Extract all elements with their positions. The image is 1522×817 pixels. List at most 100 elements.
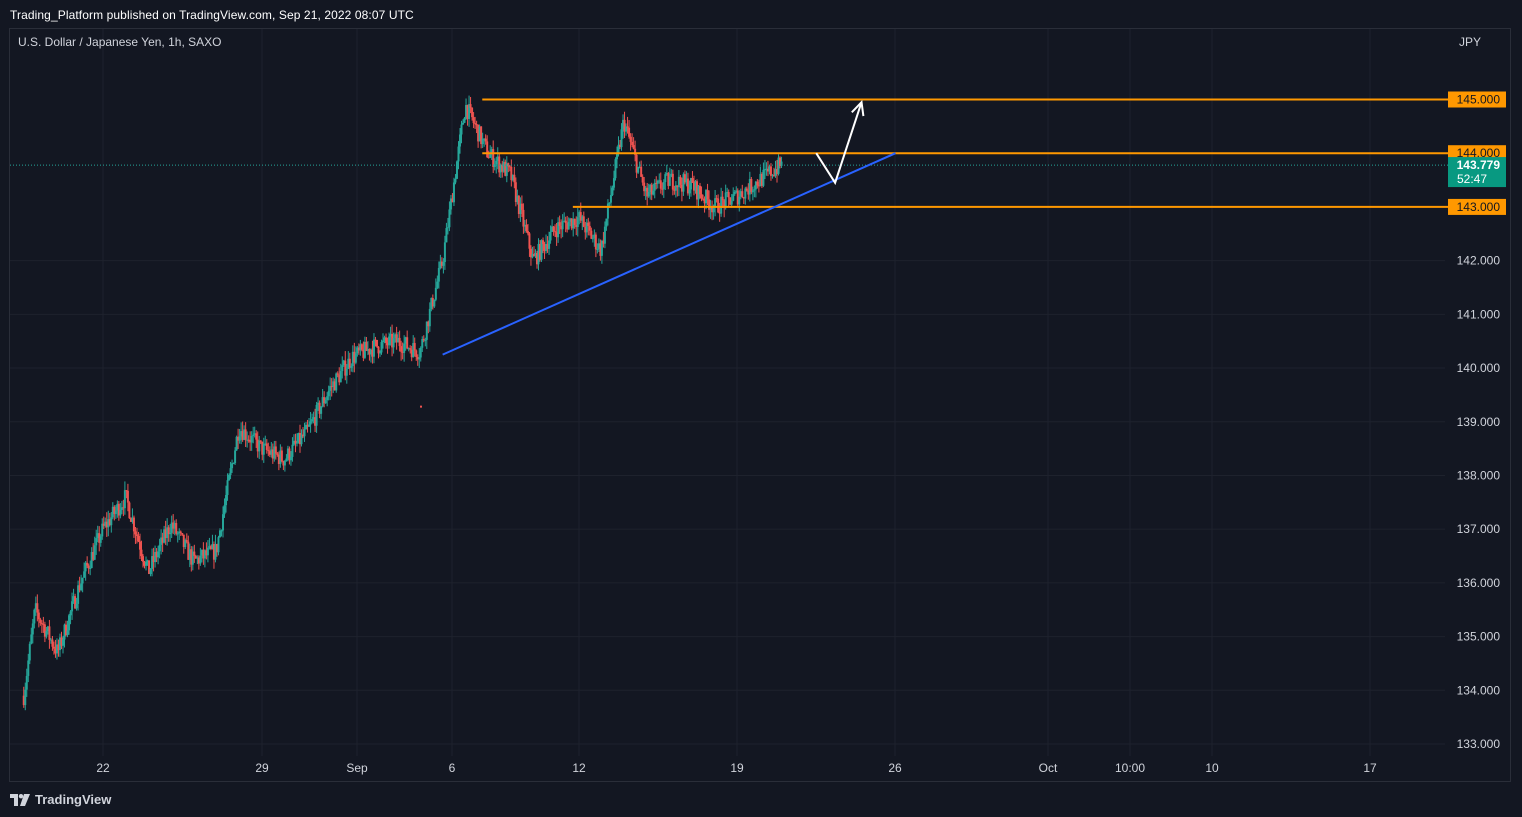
candle-body bbox=[323, 397, 326, 404]
candle-body bbox=[222, 514, 225, 531]
candle-body bbox=[157, 551, 160, 558]
candle-body bbox=[366, 348, 369, 351]
x-tick-label: 29 bbox=[255, 761, 269, 775]
candle-body bbox=[511, 174, 514, 181]
candle-body bbox=[745, 188, 748, 191]
candle-body bbox=[679, 176, 682, 185]
price-level-badge bbox=[1448, 198, 1506, 215]
candle-body bbox=[80, 583, 83, 591]
candle-body bbox=[413, 343, 416, 351]
candle-body bbox=[608, 202, 611, 204]
candle-body bbox=[561, 221, 564, 230]
candle-body bbox=[228, 474, 231, 481]
candle-body bbox=[320, 406, 323, 414]
candle-body bbox=[712, 207, 715, 213]
candle-body bbox=[391, 333, 394, 348]
candle-body bbox=[145, 561, 148, 566]
candle-body bbox=[674, 185, 677, 191]
candle-body bbox=[253, 433, 256, 435]
candle-body bbox=[268, 451, 271, 455]
candle-body bbox=[347, 358, 350, 370]
x-tick-label: 19 bbox=[730, 761, 744, 775]
candle-body bbox=[567, 221, 570, 230]
candle-body bbox=[614, 159, 617, 179]
candle-body bbox=[65, 624, 68, 636]
candle-body bbox=[486, 141, 489, 158]
candle-body bbox=[385, 337, 388, 343]
candle-body bbox=[771, 174, 774, 176]
candle-body bbox=[551, 226, 554, 232]
candle-body bbox=[161, 537, 164, 543]
candle-body bbox=[66, 630, 69, 636]
candle-body bbox=[208, 546, 211, 548]
y-tick-label: 139.000 bbox=[1457, 415, 1501, 429]
candle-body bbox=[540, 240, 543, 260]
candle-body bbox=[215, 544, 218, 553]
x-tick-label: 10:00 bbox=[1115, 761, 1145, 775]
candle-body bbox=[111, 506, 114, 518]
candle-body bbox=[682, 174, 685, 192]
candle-body bbox=[578, 212, 581, 218]
candle-body bbox=[552, 226, 555, 232]
candle-body bbox=[212, 544, 215, 560]
candle-body bbox=[169, 532, 172, 535]
candle-body bbox=[730, 200, 733, 205]
candle-body bbox=[677, 176, 680, 188]
candle-body bbox=[673, 189, 676, 191]
candle-body bbox=[434, 287, 437, 300]
candle-body bbox=[460, 124, 463, 135]
candle-body bbox=[282, 461, 285, 466]
candle-body bbox=[102, 523, 105, 526]
candle-body bbox=[95, 538, 98, 546]
candle-body bbox=[283, 460, 286, 466]
candle-body bbox=[478, 126, 481, 142]
candle-body bbox=[371, 349, 374, 357]
candle-body bbox=[463, 117, 466, 123]
candle-body bbox=[514, 182, 517, 203]
candle-body bbox=[638, 166, 641, 168]
candle-body bbox=[591, 238, 594, 240]
candle-body bbox=[635, 154, 638, 173]
candle-body bbox=[656, 181, 659, 184]
candle-body bbox=[235, 436, 238, 451]
tradingview-logo[interactable]: TradingView bbox=[10, 792, 111, 807]
candle-body bbox=[78, 585, 81, 591]
candle-body bbox=[454, 178, 457, 183]
candle-body bbox=[289, 456, 292, 461]
candle-body bbox=[188, 549, 191, 560]
candle-body bbox=[753, 189, 756, 191]
candle-body bbox=[244, 429, 247, 440]
candle-body bbox=[554, 231, 557, 233]
y-tick-label: 133.000 bbox=[1457, 737, 1501, 751]
candle-body bbox=[697, 185, 700, 200]
candle-body bbox=[474, 123, 477, 125]
candle-body bbox=[472, 117, 475, 124]
candle-body bbox=[77, 585, 80, 604]
projection-arrow-head bbox=[851, 100, 865, 117]
candle-body bbox=[762, 169, 765, 186]
candle-body bbox=[549, 231, 552, 241]
candle-body bbox=[378, 352, 381, 354]
candle-body bbox=[117, 503, 120, 516]
candle-body bbox=[60, 637, 63, 646]
candle-body bbox=[421, 339, 424, 348]
candle-body bbox=[96, 533, 99, 539]
symbol-title[interactable]: U.S. Dollar / Japanese Yen, 1h, SAXO bbox=[18, 35, 222, 49]
candle-body bbox=[350, 366, 353, 368]
candle-body bbox=[508, 166, 511, 168]
candle-body bbox=[344, 360, 347, 376]
candle-body bbox=[372, 339, 375, 357]
candle-body bbox=[135, 534, 138, 536]
candle-body bbox=[695, 181, 698, 200]
candle-body bbox=[295, 442, 298, 444]
candle-body bbox=[505, 163, 508, 176]
candle-body bbox=[557, 222, 560, 238]
candle-body bbox=[36, 603, 39, 613]
candle-body bbox=[132, 517, 135, 532]
candle-body bbox=[694, 181, 697, 191]
candle-body bbox=[234, 450, 237, 464]
candle-body bbox=[661, 188, 664, 190]
candle-body bbox=[718, 212, 721, 214]
candle-body bbox=[640, 166, 643, 177]
